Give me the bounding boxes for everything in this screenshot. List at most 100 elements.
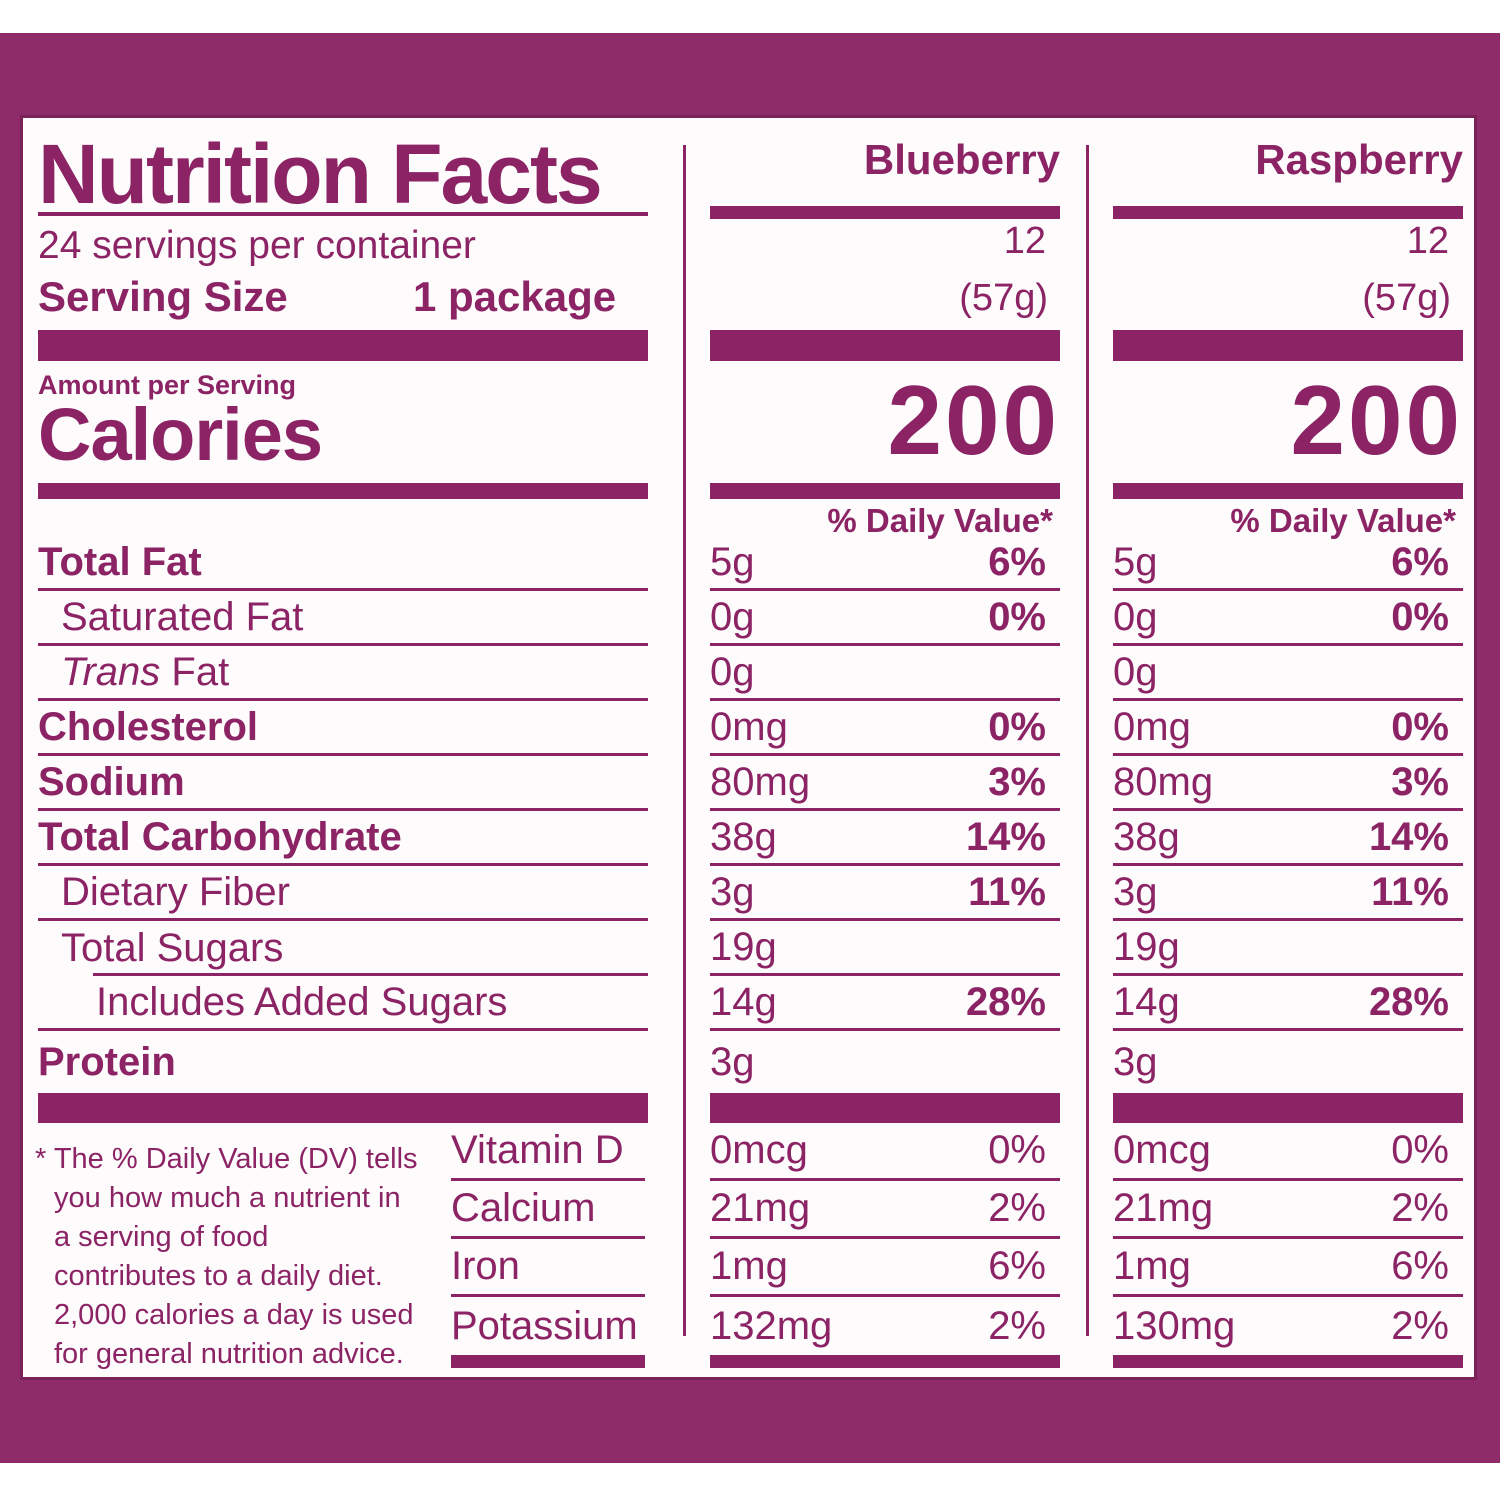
amount-value: 0g	[710, 649, 755, 694]
flavor-calories-value: 200	[1290, 365, 1463, 475]
flavor-name: Blueberry	[863, 136, 1060, 183]
nutrient-values-col2: 19g	[1113, 921, 1463, 976]
vitamin-values-col2: 0mcg 0%	[1113, 1123, 1463, 1181]
footnote-line: 2,000 calories a day is used	[54, 1299, 414, 1331]
daily-value-percent: 0%	[988, 704, 1046, 749]
flavor-servings-value: 12	[1003, 220, 1046, 262]
separator-bar-protein-left	[38, 1093, 648, 1123]
nutrient-label: Includes Added Sugars	[96, 979, 508, 1024]
amount-value: 0g	[1113, 649, 1158, 694]
nutrient-values-col1: 5g 6%	[710, 536, 1060, 591]
flavor-column-header-raspberry: Raspberry 12 (57g) 200 % Daily Value*	[1113, 118, 1463, 539]
amount-value: 3g	[710, 869, 755, 914]
daily-value-percent: 3%	[1391, 759, 1449, 804]
flavor-servings-value: 12	[1406, 220, 1449, 262]
nutrient-label: Total Sugars	[61, 926, 284, 970]
separator-bar-calories	[38, 483, 648, 499]
nutrient-row: Total Fat 5g 6% 5g 6%	[23, 536, 1480, 591]
daily-value-percent: 0%	[988, 1128, 1046, 1172]
amount-value: 0mcg	[710, 1128, 808, 1172]
nutrient-values-col2: 3g	[1113, 1031, 1463, 1093]
amount-value: 19g	[1113, 924, 1180, 969]
amount-value: 132mg	[710, 1303, 833, 1348]
vitamin-label-cell: Potassium	[451, 1297, 645, 1355]
amount-value: 21mg	[710, 1186, 811, 1230]
nutrient-values-col1: 0mg 0%	[710, 701, 1060, 756]
vitamin-values-col2: 1mg 6%	[1113, 1239, 1463, 1297]
daily-value-percent: 0%	[1391, 594, 1449, 639]
nutrient-label: Protein	[38, 1039, 176, 1084]
flavor-calories-bar	[710, 483, 1060, 499]
separator-bar-thick	[38, 330, 648, 361]
nutrient-label-cell: Protein	[38, 1031, 648, 1093]
bottom-bar-col2	[1113, 1355, 1463, 1368]
amount-value: 0g	[710, 594, 755, 639]
vitamin-row: Iron 1mg 6% 1mg 6%	[23, 1239, 1480, 1297]
daily-value-percent: 6%	[988, 1244, 1046, 1288]
vitamin-values-col2: 21mg 2%	[1113, 1181, 1463, 1239]
footnote-line: for general nutrition advice.	[54, 1338, 404, 1370]
amount-value: 38g	[1113, 814, 1180, 859]
vitamin-label: Calcium	[451, 1186, 596, 1230]
amount-value: 3g	[710, 1039, 755, 1084]
footnote-line: you how much a nutrient in	[54, 1182, 401, 1214]
serving-size-label: Serving Size	[38, 273, 288, 320]
nutrient-row: Saturated Fat 0g 0% 0g 0%	[23, 591, 1480, 646]
column-divider-left	[683, 145, 686, 1336]
vitamin-label: Iron	[451, 1244, 520, 1288]
daily-value-percent: 14%	[1368, 814, 1449, 859]
nutrient-label-cell: Total Carbohydrate	[38, 811, 648, 866]
amount-value: 0g	[1113, 594, 1158, 639]
column-divider-right	[1086, 145, 1089, 1336]
footnote-line: * The % Daily Value (DV) tells	[35, 1143, 418, 1175]
nutrient-label-cell: Includes Added Sugars	[38, 976, 648, 1031]
amount-value: 0mg	[1113, 704, 1191, 749]
nutrient-label-cell: Sodium	[38, 756, 648, 811]
amount-value: 5g	[710, 539, 755, 584]
nutrient-row: Protein 3g 3g	[23, 1031, 1480, 1093]
vitamin-values-col1: 1mg 6%	[710, 1239, 1060, 1297]
nutrient-label: Sodium	[38, 759, 185, 804]
flavor-column-header-blueberry: Blueberry 12 (57g) 200 % Daily Value*	[710, 118, 1060, 539]
daily-value-percent: 6%	[1391, 1244, 1449, 1288]
amount-value: 1mg	[1113, 1244, 1191, 1288]
nutrient-label: Saturated Fat	[61, 594, 304, 639]
daily-value-footnote: * The % Daily Value (DV) tells you how mu…	[35, 1140, 480, 1374]
nutrient-values-col1: 19g	[710, 921, 1060, 976]
nutrient-label: Total Fat	[38, 539, 202, 584]
nutrient-values-col1: 14g 28%	[710, 976, 1060, 1031]
flavor-calories-bar	[1113, 483, 1463, 499]
flavor-thick-bar	[1113, 330, 1463, 361]
daily-value-percent: 28%	[1368, 979, 1449, 1024]
vitamin-label-cell: Iron	[451, 1239, 645, 1297]
amount-value: 14g	[1113, 979, 1180, 1024]
daily-value-header: % Daily Value*	[827, 502, 1053, 539]
daily-value-percent: 14%	[965, 814, 1046, 859]
amount-value: 14g	[710, 979, 777, 1024]
amount-value: 19g	[710, 924, 777, 969]
nutrient-row: Total Carbohydrate 38g 14% 38g 14%	[23, 811, 1480, 866]
amount-value: 130mg	[1113, 1303, 1236, 1348]
nutrient-label-cell: Trans Fat	[38, 646, 648, 701]
nutrient-label-cell: Total Fat	[38, 536, 648, 591]
daily-value-percent: 11%	[1371, 869, 1449, 914]
amount-value: 21mg	[1113, 1186, 1214, 1230]
separator-bar-protein-col2	[1113, 1093, 1463, 1123]
nutrient-label-cell: Total Sugars	[38, 921, 648, 976]
daily-value-percent: 2%	[1391, 1186, 1449, 1230]
daily-value-percent: 2%	[988, 1303, 1046, 1348]
vitamin-row: Vitamin D 0mcg 0% 0mcg 0%	[23, 1123, 1480, 1181]
amount-value: 0mcg	[1113, 1128, 1211, 1172]
vitamin-values-col1: 21mg 2%	[710, 1181, 1060, 1239]
amount-value: 5g	[1113, 539, 1158, 584]
amount-value: 1mg	[710, 1244, 788, 1288]
daily-value-header: % Daily Value*	[1230, 502, 1456, 539]
nutrient-values-col1: 0g	[710, 646, 1060, 701]
footnote-line: contributes to a daily diet.	[54, 1260, 383, 1292]
vitamin-label-cell: Calcium	[451, 1181, 645, 1239]
nutrient-values-col1: 80mg 3%	[710, 756, 1060, 811]
daily-value-percent: 0%	[988, 594, 1046, 639]
daily-value-percent: 6%	[988, 539, 1046, 584]
nutrient-values-col2: 3g 11%	[1113, 866, 1463, 921]
